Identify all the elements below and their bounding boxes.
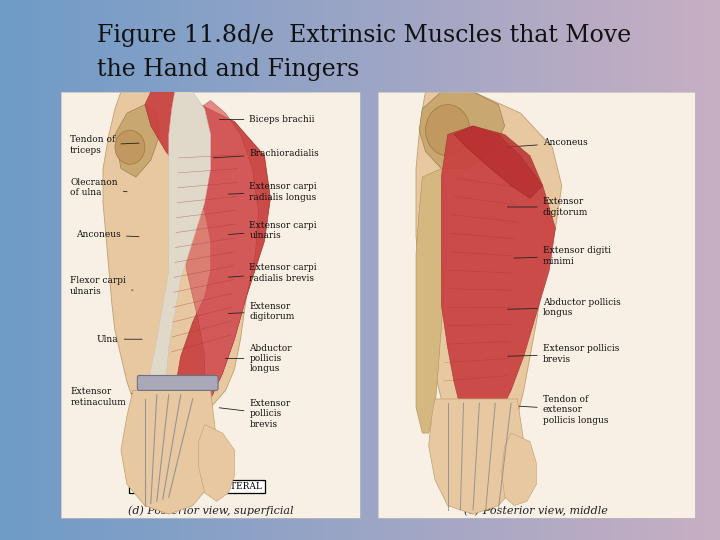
Polygon shape — [103, 92, 271, 505]
Polygon shape — [441, 126, 555, 433]
Text: Extensor
digitorum: Extensor digitorum — [508, 197, 588, 217]
Text: Brachioradialis: Brachioradialis — [213, 149, 319, 158]
Text: Extensor carpi
radialis brevis: Extensor carpi radialis brevis — [228, 264, 317, 283]
Polygon shape — [121, 390, 217, 514]
Text: Olecranon
of ulna: Olecranon of ulna — [70, 178, 127, 198]
Ellipse shape — [426, 105, 470, 156]
FancyBboxPatch shape — [138, 375, 218, 390]
Text: Extensor
pollicis
brevis: Extensor pollicis brevis — [220, 399, 291, 429]
Polygon shape — [502, 433, 536, 505]
Polygon shape — [115, 105, 160, 177]
Polygon shape — [416, 92, 562, 510]
Text: Abductor
pollicis
longus: Abductor pollicis longus — [225, 343, 292, 373]
Text: Extensor carpi
ulnaris: Extensor carpi ulnaris — [228, 221, 317, 240]
Text: Tendon of
extensor
pollicis longus: Tendon of extensor pollicis longus — [508, 395, 608, 424]
Polygon shape — [428, 399, 523, 514]
Text: Tendon of
triceps: Tendon of triceps — [70, 136, 139, 155]
Polygon shape — [419, 92, 505, 168]
Text: Ulna: Ulna — [97, 335, 142, 344]
Text: Extensor carpi
radialis longus: Extensor carpi radialis longus — [228, 183, 317, 202]
Text: Extensor digiti
minimi: Extensor digiti minimi — [514, 246, 611, 266]
Text: (e) Posterior view, middle: (e) Posterior view, middle — [464, 506, 608, 516]
Text: Biceps brachii: Biceps brachii — [220, 115, 315, 124]
Polygon shape — [181, 100, 258, 399]
Text: LATERAL: LATERAL — [219, 482, 262, 491]
Polygon shape — [454, 126, 543, 198]
Text: Extensor
digitorum: Extensor digitorum — [228, 302, 294, 321]
Text: (d) Posterior view, superficial: (d) Posterior view, superficial — [128, 505, 293, 516]
Text: Extensor pollicis
brevis: Extensor pollicis brevis — [508, 345, 619, 364]
Polygon shape — [416, 168, 448, 433]
Ellipse shape — [115, 130, 145, 164]
Text: Anconeus: Anconeus — [508, 138, 588, 147]
Text: Anconeus: Anconeus — [76, 230, 139, 239]
Text: Extensor
retinaculum: Extensor retinaculum — [70, 387, 139, 407]
Polygon shape — [145, 92, 271, 433]
Text: the Hand and Fingers: the Hand and Fingers — [97, 58, 359, 81]
Text: Abductor pollicis
longus: Abductor pollicis longus — [508, 298, 621, 317]
Text: Figure 11.8d/e  Extrinsic Muscles that Move: Figure 11.8d/e Extrinsic Muscles that Mo… — [97, 24, 631, 48]
Polygon shape — [145, 92, 211, 433]
Polygon shape — [199, 424, 235, 501]
Text: MEDIAL: MEDIAL — [131, 482, 171, 491]
Text: Flexor carpi
ulnaris: Flexor carpi ulnaris — [70, 276, 133, 295]
